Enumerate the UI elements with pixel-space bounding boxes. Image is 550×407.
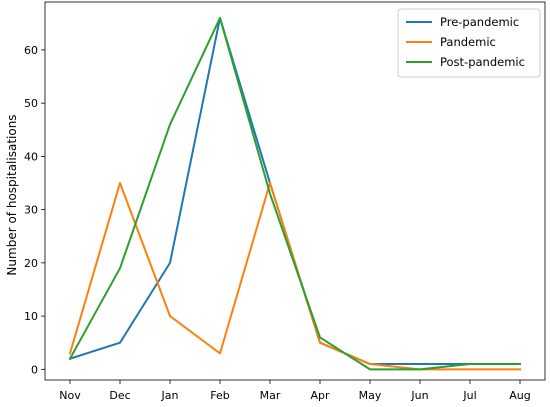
plot-frame: [44, 1, 546, 381]
y-tick-label: 10: [24, 310, 38, 323]
y-tick-label: 40: [24, 150, 38, 163]
legend-label: Post-pandemic: [440, 55, 525, 69]
x-tick-label: Jun: [410, 389, 428, 402]
legend-label: Pandemic: [440, 35, 496, 49]
y-tick-label: 30: [24, 204, 38, 217]
x-tick-label: May: [359, 389, 382, 402]
y-tick-label: 0: [31, 363, 38, 376]
series-line-post-pandemic: [68, 16, 521, 371]
y-axis-label: Number of hospitalisations: [5, 114, 19, 275]
legend-box: [397, 8, 541, 78]
x-tick-label: Apr: [310, 389, 330, 402]
x-tick-label: Nov: [59, 389, 81, 402]
legend-label: Pre-pandemic: [440, 15, 519, 29]
x-tick-label: Jul: [462, 389, 476, 402]
x-tick-label: Dec: [109, 389, 130, 402]
x-tick-label: Mar: [260, 389, 281, 402]
plot-area: Nov Dec Jan Feb Mar Apr May Jun Jul Aug 0 10 20 30 40 5…: [24, 1, 546, 402]
series-line-pandemic: [68, 182, 521, 371]
x-tick-label: Jan: [161, 389, 179, 402]
y-tick-label: 60: [24, 44, 38, 57]
x-tick-label: Feb: [210, 389, 229, 402]
x-tick-label: Aug: [509, 389, 530, 402]
y-tick-label: 50: [24, 97, 38, 110]
legend: Pre-pandemic Pandemic Post-pandemic: [397, 8, 541, 78]
y-tick-label: 20: [24, 257, 38, 270]
